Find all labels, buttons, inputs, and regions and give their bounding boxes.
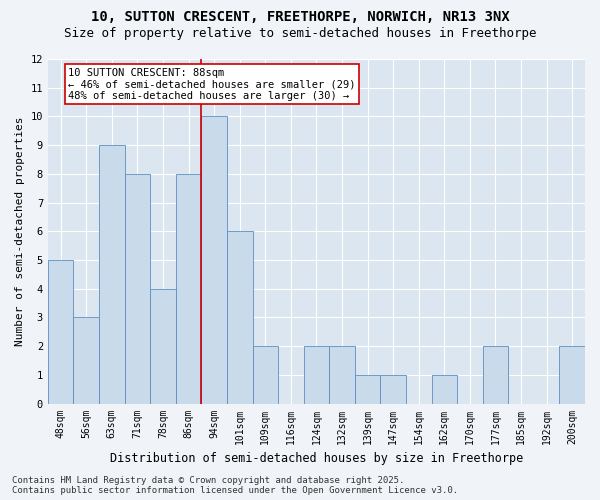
Text: 10, SUTTON CRESCENT, FREETHORPE, NORWICH, NR13 3NX: 10, SUTTON CRESCENT, FREETHORPE, NORWICH… <box>91 10 509 24</box>
Bar <box>48 260 73 404</box>
Bar <box>176 174 202 404</box>
Bar <box>559 346 585 404</box>
Bar <box>431 375 457 404</box>
Bar <box>329 346 355 404</box>
Bar <box>380 375 406 404</box>
Bar <box>125 174 150 404</box>
Text: Contains HM Land Registry data © Crown copyright and database right 2025.
Contai: Contains HM Land Registry data © Crown c… <box>12 476 458 495</box>
Bar <box>304 346 329 404</box>
Bar <box>355 375 380 404</box>
Bar <box>150 288 176 404</box>
X-axis label: Distribution of semi-detached houses by size in Freethorpe: Distribution of semi-detached houses by … <box>110 452 523 465</box>
Bar <box>482 346 508 404</box>
Bar <box>73 318 99 404</box>
Bar <box>253 346 278 404</box>
Bar <box>227 232 253 404</box>
Text: Size of property relative to semi-detached houses in Freethorpe: Size of property relative to semi-detach… <box>64 28 536 40</box>
Bar <box>202 116 227 404</box>
Bar <box>99 145 125 404</box>
Text: 10 SUTTON CRESCENT: 88sqm
← 46% of semi-detached houses are smaller (29)
48% of : 10 SUTTON CRESCENT: 88sqm ← 46% of semi-… <box>68 68 356 101</box>
Y-axis label: Number of semi-detached properties: Number of semi-detached properties <box>15 116 25 346</box>
